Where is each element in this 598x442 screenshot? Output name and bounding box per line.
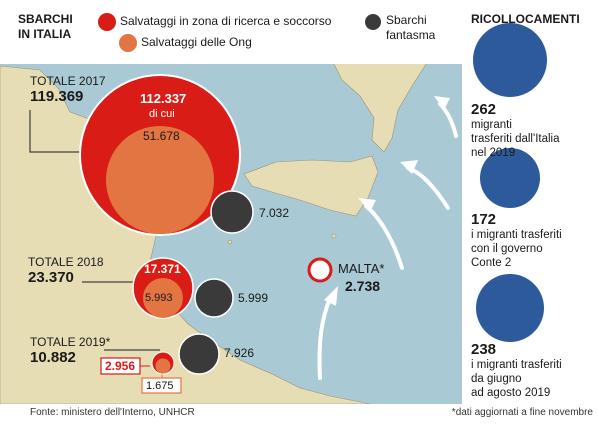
ghost-circle-2017 bbox=[210, 190, 254, 234]
sar-value-2019: 2.956 bbox=[105, 359, 136, 373]
ghost-circle-2019 bbox=[178, 333, 220, 375]
title-line-2: IN ITALIA bbox=[18, 27, 72, 41]
year-total-2019: 10.882 bbox=[30, 349, 76, 366]
relocation-circle-2 bbox=[480, 148, 540, 208]
relocation-text-1c: nel 2019 bbox=[471, 147, 516, 159]
legend-orange-marker bbox=[119, 34, 137, 52]
sar-value-2017: 112.337 bbox=[140, 91, 187, 106]
legend-red-label: Salvataggi in zona di ricerca e soccorso bbox=[120, 14, 332, 28]
year-label-2018: TOTALE 2018 bbox=[28, 255, 104, 269]
year-label-2017: TOTALE 2017 bbox=[30, 74, 106, 88]
sar-value-2018: 17.371 bbox=[144, 262, 181, 276]
relocation-text-2c: Conte 2 bbox=[471, 257, 512, 269]
ong-value-2018: 5.993 bbox=[145, 292, 173, 304]
relocation-text-1b: trasferiti dall'Italia bbox=[471, 133, 560, 145]
relocation-value-3: 238 bbox=[471, 341, 497, 358]
malta-island bbox=[331, 233, 337, 239]
malta-ring bbox=[307, 257, 333, 283]
ghost-value-2019: 7.926 bbox=[224, 346, 255, 360]
ong-circle-2018 bbox=[143, 278, 183, 318]
ong-value-2017: 51.678 bbox=[143, 129, 180, 143]
legend-dark-label-2: fantasma bbox=[386, 28, 436, 42]
route-arrowhead-3 bbox=[400, 160, 418, 174]
year-label-2019: TOTALE 2019* bbox=[30, 335, 111, 349]
footer-note: *dati aggiornati a fine novembre bbox=[451, 407, 593, 418]
relocation-text-3b: da giugno bbox=[471, 373, 522, 385]
route-arrowhead-4 bbox=[434, 96, 450, 110]
route-arrowhead-2 bbox=[358, 198, 376, 212]
ong-circle-2017 bbox=[106, 126, 214, 234]
relocation-text-3c: ad agosto 2019 bbox=[471, 387, 551, 399]
sar-note-2017: di cui bbox=[149, 108, 175, 120]
leader-2017 bbox=[29, 110, 82, 153]
year-total-2018: 23.370 bbox=[28, 269, 74, 286]
header-panel bbox=[0, 0, 462, 64]
legend-dark-label-1: Sbarchi bbox=[386, 13, 427, 27]
relocation-value-2: 172 bbox=[471, 211, 497, 228]
legend-red-marker bbox=[98, 13, 116, 31]
ong-box-2019 bbox=[141, 377, 182, 394]
relocation-circle-1 bbox=[473, 23, 547, 97]
ghost-circle-2018 bbox=[194, 278, 234, 318]
malta-value: 2.738 bbox=[345, 278, 381, 294]
relocation-text-2b: con il governo bbox=[471, 243, 543, 255]
ghost-value-2017: 7.032 bbox=[259, 206, 290, 220]
ong-value-2019: 1.675 bbox=[146, 380, 174, 392]
footer-panel bbox=[0, 404, 462, 442]
relocation-circle-3 bbox=[476, 274, 544, 342]
ong-circle-2019 bbox=[155, 358, 171, 374]
legend-orange-label: Salvataggi delle Ong bbox=[141, 35, 252, 49]
route-arrowhead-1 bbox=[324, 286, 338, 306]
relocation-text-3a: i migranti trasferiti bbox=[471, 359, 562, 371]
malta-label: MALTA* bbox=[338, 261, 385, 276]
relocation-text-1a: migranti bbox=[471, 119, 512, 131]
relocations-title: RICOLLOCAMENTI bbox=[471, 12, 580, 26]
year-total-2017: 119.369 bbox=[30, 88, 84, 105]
sar-box-2019 bbox=[100, 357, 141, 375]
title-line-1: SBARCHI bbox=[18, 12, 73, 26]
relocation-value-1: 262 bbox=[471, 101, 497, 118]
lampedusa-island bbox=[227, 239, 233, 245]
route-arrowheads bbox=[324, 96, 450, 306]
footer-source: Fonte: ministero dell'Interno, UNHCR bbox=[30, 407, 195, 418]
relocation-text-2a: i migranti trasferiti bbox=[471, 229, 562, 241]
ghost-value-2018: 5.999 bbox=[238, 291, 269, 305]
route-arrow-1 bbox=[317, 296, 332, 380]
sicily-land bbox=[243, 155, 379, 217]
legend-dark-marker bbox=[365, 14, 381, 30]
